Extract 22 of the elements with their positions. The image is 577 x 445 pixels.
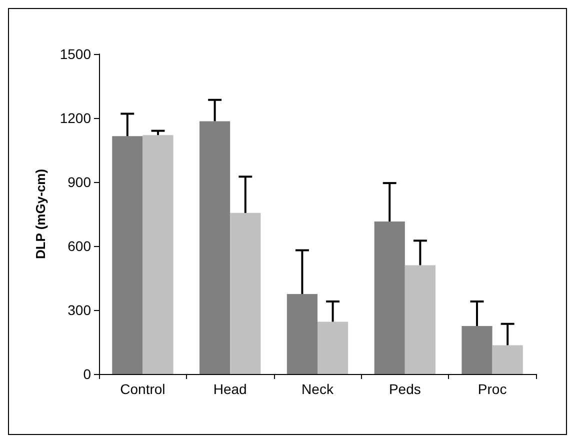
- x-tick-label: Control: [120, 381, 166, 397]
- x-tick-label: Peds: [388, 381, 421, 397]
- x-tick-label: Neck: [302, 381, 334, 397]
- y-axis-title: DLP (mGy-cm): [33, 168, 48, 260]
- bar: [142, 135, 174, 374]
- bar: [230, 212, 261, 374]
- bar: [112, 136, 143, 374]
- bar: [200, 121, 230, 374]
- bar: [404, 265, 436, 374]
- y-tick-label: 900: [68, 174, 92, 190]
- y-tick-label: 600: [68, 238, 92, 254]
- bar: [462, 326, 492, 374]
- x-tick-label: Proc: [478, 381, 507, 397]
- x-tick-label: Head: [213, 381, 247, 397]
- bar: [374, 221, 405, 374]
- bar: [318, 322, 348, 374]
- bar: [286, 294, 318, 374]
- bar: [492, 345, 523, 374]
- y-tick-label: 300: [68, 302, 92, 318]
- y-tick-label: 1200: [60, 110, 92, 126]
- y-tick-label: 1500: [60, 46, 92, 62]
- y-tick-label: 0: [83, 366, 92, 382]
